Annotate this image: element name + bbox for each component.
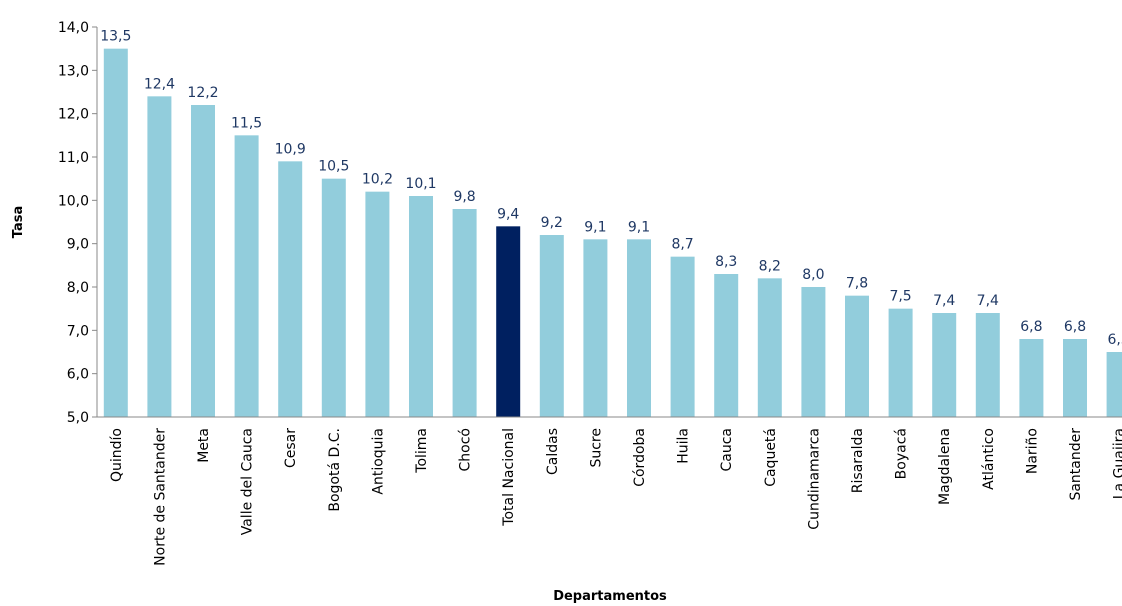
- bar: [496, 226, 521, 417]
- value-label: 7,8: [846, 276, 868, 292]
- x-tick-label: Nariño: [1024, 428, 1040, 474]
- value-label: 13,5: [100, 29, 131, 45]
- x-tick-label: Cesar: [283, 428, 299, 468]
- value-label: 6,8: [1064, 319, 1086, 335]
- x-tick-label: Sucre: [588, 428, 604, 468]
- bar: [452, 209, 477, 417]
- bar: [801, 287, 826, 417]
- x-tick-label: La Guajira: [1112, 428, 1122, 499]
- value-label: 6,5: [1107, 332, 1122, 348]
- x-tick-label: Cauca: [719, 428, 735, 472]
- bar: [670, 256, 695, 417]
- bar: [1106, 352, 1122, 417]
- y-tick-label: 9,0: [67, 237, 89, 253]
- value-label: 9,4: [497, 206, 519, 222]
- bar: [321, 178, 346, 417]
- y-tick-label: 7,0: [67, 323, 89, 339]
- bar: [147, 96, 172, 417]
- y-tick-label: 6,0: [67, 367, 89, 383]
- x-tick-label: Valle del Cauca: [240, 428, 256, 535]
- bar: [409, 196, 433, 417]
- x-tick-label: Caldas: [545, 428, 561, 475]
- bar: [365, 191, 390, 417]
- x-tick-label: Total Nacional: [501, 428, 517, 527]
- value-label: 12,2: [187, 85, 218, 101]
- bar: [191, 105, 215, 417]
- y-tick-label: 13,0: [58, 63, 89, 79]
- value-label: 10,2: [362, 172, 393, 188]
- x-tick-label: Tolima: [414, 428, 430, 474]
- value-label: 7,5: [889, 289, 911, 305]
- bar: [627, 239, 651, 417]
- y-tick-label: 14,0: [58, 20, 89, 36]
- x-tick-label: Quindío: [109, 428, 125, 482]
- bar: [1063, 339, 1087, 417]
- value-label: 11,5: [231, 115, 262, 131]
- x-tick-label: Boyacá: [894, 428, 910, 479]
- y-axis-title: Tasa: [11, 206, 26, 238]
- value-label: 8,7: [671, 237, 693, 253]
- bar: [539, 235, 564, 417]
- x-tick-label: Atlántico: [981, 428, 997, 490]
- x-tick-label: Cundinamarca: [806, 428, 822, 530]
- value-label: 7,4: [977, 293, 999, 309]
- bar: [103, 48, 128, 418]
- y-tick-label: 8,0: [67, 280, 89, 296]
- bar: [1019, 339, 1044, 417]
- x-tick-label: Antioquia: [370, 428, 386, 495]
- bar: [932, 313, 957, 417]
- bar: [234, 135, 259, 418]
- value-label: 9,1: [628, 219, 650, 235]
- value-label: 10,5: [318, 159, 349, 175]
- x-tick-label: Santander: [1068, 428, 1084, 501]
- value-label: 8,0: [802, 267, 824, 283]
- value-label: 6,8: [1020, 319, 1042, 335]
- bar: [583, 239, 608, 417]
- x-tick-label: Risaralda: [850, 428, 866, 493]
- y-tick-label: 12,0: [58, 107, 89, 123]
- x-tick-label: Huila: [676, 428, 692, 464]
- value-label: 12,4: [144, 76, 175, 92]
- x-tick-label: Córdoba: [632, 428, 648, 487]
- value-label: 10,9: [275, 141, 306, 157]
- x-axis-title: Departamentos: [553, 589, 667, 604]
- value-label: 8,2: [759, 258, 781, 274]
- y-tick-label: 5,0: [67, 410, 89, 426]
- bar: [845, 295, 869, 417]
- x-tick-label: Meta: [196, 428, 212, 463]
- y-tick-label: 10,0: [58, 193, 89, 209]
- value-label: 9,2: [541, 215, 563, 231]
- x-tick-label: Chocó: [458, 428, 474, 471]
- x-tick-label: Bogotá D.C.: [327, 428, 343, 512]
- value-label: 8,3: [715, 254, 737, 270]
- x-tick-label: Norte de Santander: [152, 428, 168, 566]
- bar: [757, 278, 782, 417]
- bar: [888, 308, 913, 417]
- value-label: 7,4: [933, 293, 955, 309]
- x-tick-label: Caquetá: [763, 428, 779, 487]
- value-label: 9,8: [453, 189, 475, 205]
- bar: [975, 313, 1000, 417]
- x-tick-label: Magdalena: [937, 428, 953, 505]
- value-label: 10,1: [405, 176, 436, 192]
- bar: [714, 274, 739, 417]
- value-label: 9,1: [584, 219, 606, 235]
- y-tick-label: 11,0: [58, 150, 89, 166]
- bar: [278, 161, 303, 417]
